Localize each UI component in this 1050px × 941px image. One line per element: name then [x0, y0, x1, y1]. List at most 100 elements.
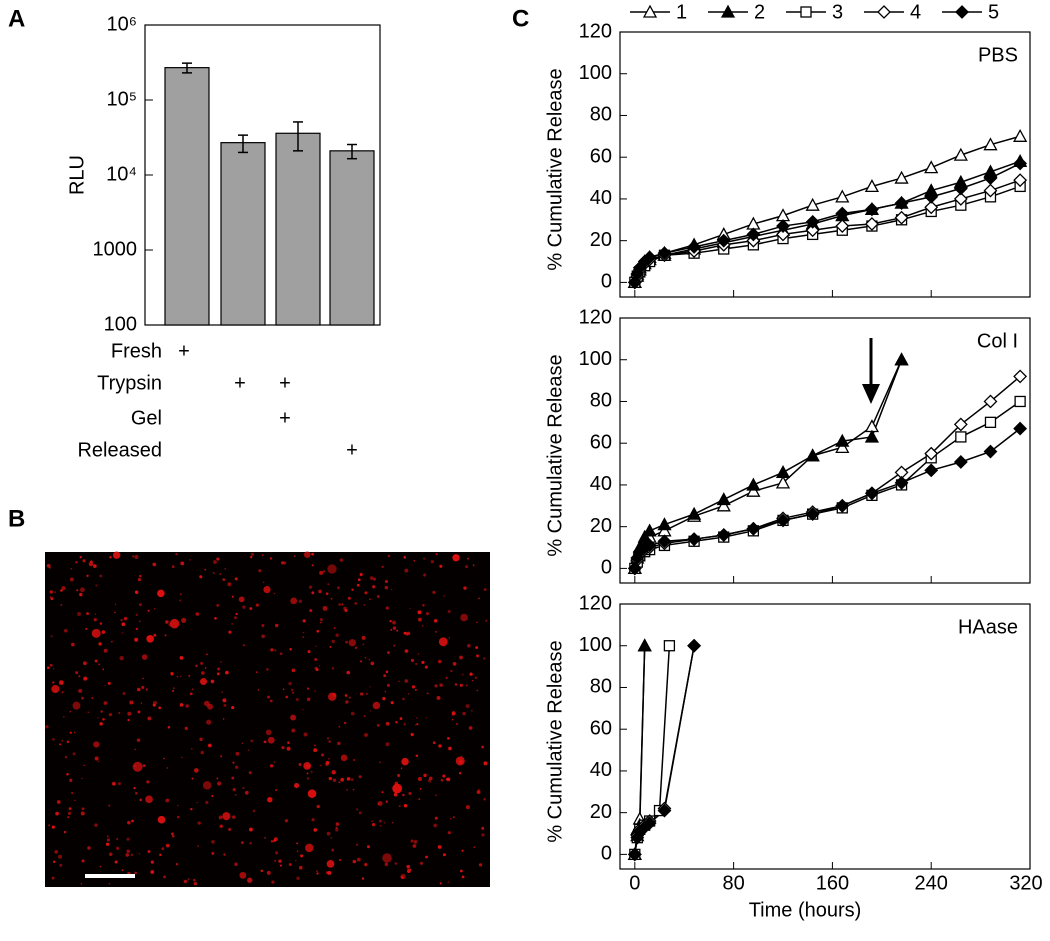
fluorescence-dot: [476, 621, 478, 624]
fluorescence-dot: [338, 603, 342, 606]
y-tick-label: 0: [601, 843, 612, 865]
fluorescence-dot: [314, 666, 318, 671]
fluorescence-dot: [176, 815, 180, 819]
fluorescence-dot: [442, 774, 446, 778]
fluorescence-dot: [392, 783, 403, 794]
fluorescence-dot: [58, 680, 64, 685]
marker: [955, 431, 967, 443]
fluorescence-dot: [179, 593, 182, 596]
fluorescence-dot: [381, 565, 384, 569]
x-axis-label: Time (hours): [749, 899, 862, 921]
fluorescence-dot: [426, 692, 429, 695]
fluorescence-dot: [49, 590, 53, 594]
fluorescence-dot: [189, 692, 193, 696]
fluorescence-dot: [94, 613, 97, 615]
legend-marker: [955, 5, 969, 19]
fluorescence-dot: [107, 681, 111, 685]
fluorescence-dot: [269, 699, 273, 703]
fluorescence-dot: [131, 819, 134, 823]
fluorescence-dot: [78, 675, 81, 678]
fluorescence-dot: [438, 637, 448, 647]
fluorescence-dot: [52, 668, 55, 670]
fluorescence-dot: [302, 631, 305, 634]
fluorescence-dot: [93, 741, 100, 748]
fluorescence-dot: [231, 706, 235, 710]
fluorescence-dot: [59, 743, 62, 746]
fluorescence-dot: [99, 574, 103, 578]
fluorescence-dot: [372, 701, 381, 710]
fluorescence-dot: [359, 574, 362, 576]
condition-mark: +: [234, 372, 246, 394]
fluorescence-dot: [220, 755, 223, 758]
fluorescence-dot: [163, 875, 167, 879]
fluorescence-dot: [455, 722, 459, 726]
fluorescence-dot: [184, 726, 188, 730]
fluorescence-dot: [387, 554, 391, 558]
fluorescence-dot: [119, 655, 124, 661]
fluorescence-dot: [358, 811, 362, 815]
fluorescence-dot: [234, 577, 238, 581]
fluorescence-dot: [153, 608, 156, 610]
panel-letter: B: [8, 505, 25, 532]
fluorescence-dot: [99, 622, 103, 625]
fluorescence-dot: [54, 850, 59, 854]
marker: [687, 532, 702, 547]
marker: [835, 219, 850, 233]
fluorescence-dot: [442, 853, 446, 857]
fluorescence-dot: [390, 701, 394, 705]
fluorescence-dot: [338, 781, 341, 784]
fluorescence-dot: [412, 844, 417, 848]
fluorescence-dot: [452, 816, 455, 819]
fluorescence-dot: [361, 877, 365, 880]
fluorescence-dot: [114, 603, 117, 606]
fluorescence-dot: [138, 620, 141, 623]
fluorescence-dot: [221, 691, 223, 693]
fluorescence-dot: [70, 567, 73, 570]
fluorescence-dot: [377, 801, 383, 807]
marker: [835, 189, 850, 203]
fluorescence-dot: [358, 775, 362, 779]
fluorescence-dot: [410, 732, 414, 737]
fluorescence-dot: [289, 648, 292, 651]
fluorescence-dot: [137, 710, 141, 714]
fluorescence-dot: [81, 777, 83, 780]
y-axis-label: RLU: [66, 155, 88, 195]
fluorescence-dot: [364, 733, 368, 737]
fluorescence-dot: [138, 853, 141, 855]
y-tick-label: 0: [601, 557, 612, 579]
legend-label: 5: [988, 1, 999, 23]
fluorescence-dot: [86, 612, 90, 616]
fluorescence-dot: [384, 579, 388, 584]
fluorescence-dot: [79, 592, 83, 597]
fluorescence-dot: [357, 578, 361, 582]
fluorescence-dot: [105, 842, 110, 846]
fluorescence-dot: [483, 797, 486, 801]
fluorescence-dot: [311, 564, 314, 567]
fluorescence-dot: [271, 880, 275, 884]
fluorescence-dot: [360, 660, 363, 663]
fluorescence-dot: [121, 632, 124, 634]
fluorescence-dot: [52, 681, 55, 684]
fluorescence-dot: [99, 722, 103, 726]
legend-label: 1: [676, 1, 687, 23]
fluorescence-dot: [247, 877, 253, 883]
fluorescence-dot: [326, 831, 331, 836]
fluorescence-dot: [109, 556, 112, 559]
y-tick-label: 80: [590, 676, 612, 698]
fluorescence-dot: [433, 823, 437, 828]
fluorescence-dot: [120, 618, 123, 622]
marker: [953, 192, 968, 206]
fluorescence-dot: [73, 731, 76, 733]
fluorescence-dot: [316, 870, 318, 872]
fluorescence-dot: [232, 761, 235, 764]
fluorescence-dot: [180, 675, 182, 678]
fluorescence-dot: [200, 750, 204, 755]
marker: [642, 816, 657, 831]
fluorescence-dot: [234, 862, 238, 867]
fluorescence-dot: [403, 556, 407, 559]
fluorescence-dot: [158, 706, 162, 710]
fluorescence-dot: [403, 804, 408, 808]
fluorescence-dot: [428, 779, 431, 782]
fluorescence-dot: [204, 667, 207, 669]
fluorescence-dot: [188, 674, 191, 677]
